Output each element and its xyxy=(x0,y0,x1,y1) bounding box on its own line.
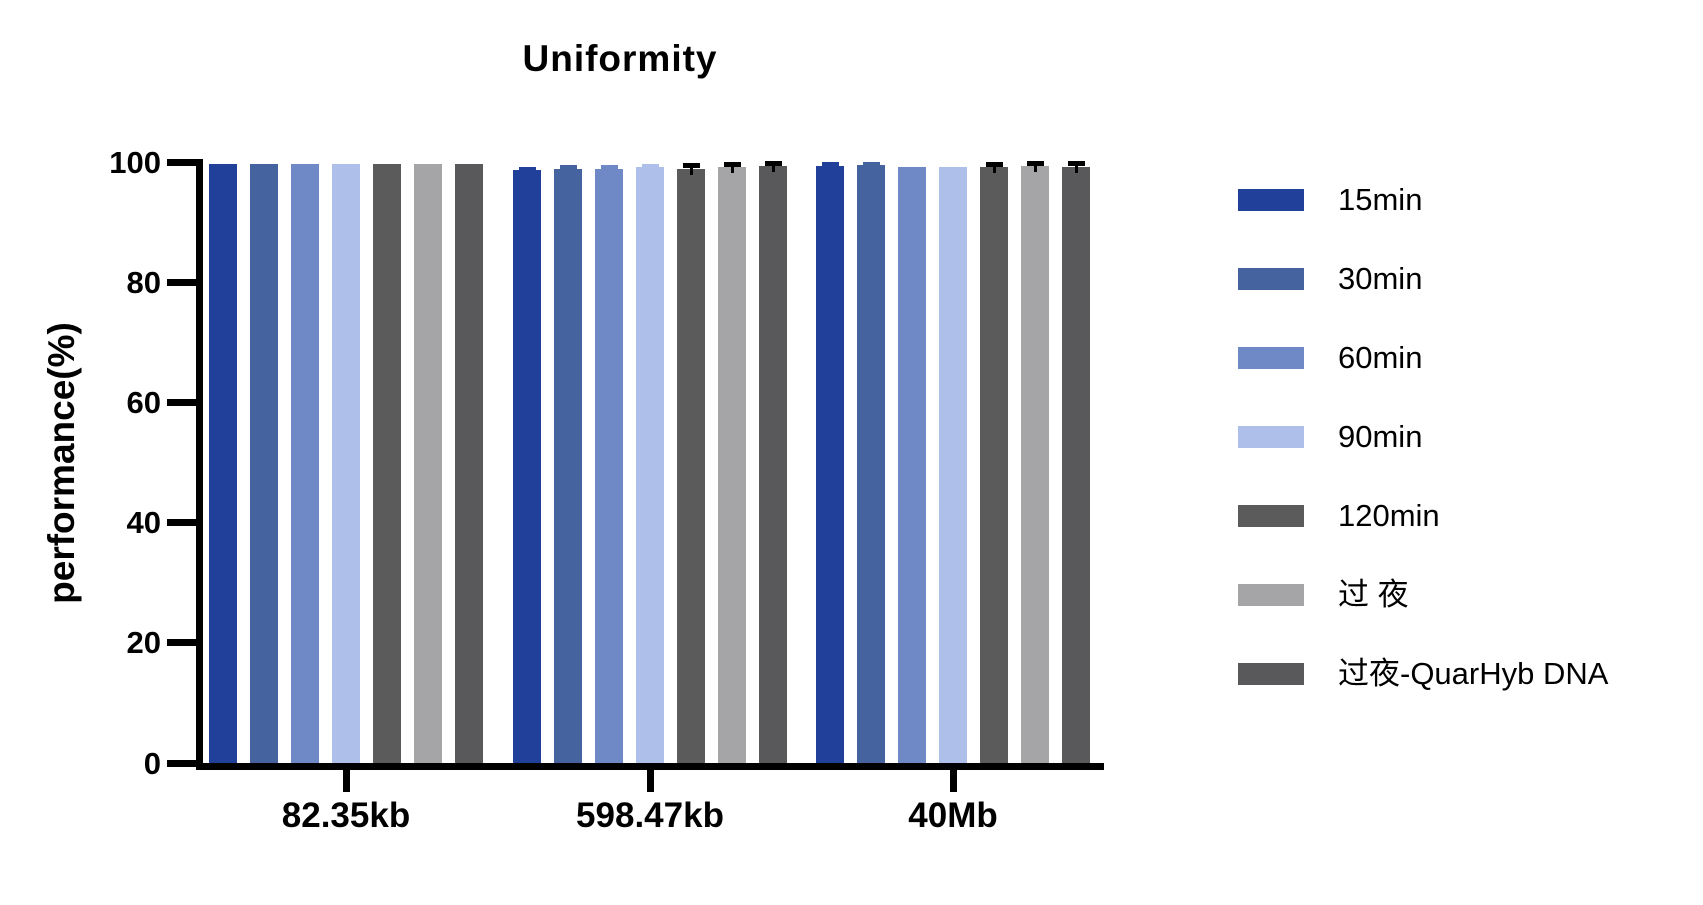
error-bar xyxy=(1033,163,1037,172)
error-bar xyxy=(607,167,611,176)
bar-82.35kb-120min xyxy=(373,163,401,763)
bar-598.47kb-过夜-QuarHyb DNA xyxy=(759,166,787,763)
error-bar-cap xyxy=(682,163,700,169)
legend-label: 过夜-QuarHyb DNA xyxy=(1338,656,1609,691)
y-tick-label: 80 xyxy=(126,264,161,300)
bar-40Mb-30min xyxy=(857,165,885,763)
x-tick-label: 40Mb xyxy=(908,796,998,835)
y-tick-mark xyxy=(167,158,203,166)
error-bar-cap xyxy=(559,164,577,170)
error-bar-cap xyxy=(862,161,880,167)
y-tick-mark xyxy=(167,398,203,406)
bar-82.35kb-90min xyxy=(332,163,360,763)
error-bar xyxy=(566,166,570,175)
bar-598.47kb-120min xyxy=(677,168,705,763)
legend-label: 90min xyxy=(1338,419,1423,454)
error-bar-cap xyxy=(723,162,741,168)
error-bar-cap xyxy=(985,161,1003,167)
legend-swatch xyxy=(1238,663,1304,685)
legend-swatch xyxy=(1238,189,1304,211)
legend-label: 15min xyxy=(1338,182,1423,217)
legend-item: 60min xyxy=(1238,340,1698,376)
bar-82.35kb-30min xyxy=(250,163,278,763)
legend-swatch xyxy=(1238,268,1304,290)
plot-area: 0 20 40 60 80 100 82.35kb 598.47kb 40Mb xyxy=(109,147,1104,835)
bar-40Mb-60min xyxy=(898,167,926,763)
bar-598.47kb-60min xyxy=(595,169,623,763)
x-tick-label: 82.35kb xyxy=(281,796,411,835)
error-bar-cap xyxy=(518,166,536,172)
error-bar xyxy=(525,168,529,177)
bar-82.35kb-过夜-QuarHyb DNA xyxy=(455,163,483,763)
error-bar-cap xyxy=(1067,161,1085,167)
bar-598.47kb-过 夜 xyxy=(718,166,746,763)
legend-item: 30min xyxy=(1238,261,1698,297)
x-tick-mark xyxy=(646,766,654,792)
error-bar xyxy=(689,165,693,175)
y-tick-mark xyxy=(167,639,203,647)
bar-40Mb-15min xyxy=(816,166,844,763)
error-bar-cap xyxy=(764,161,782,167)
legend-label: 30min xyxy=(1338,261,1423,296)
bar-40Mb-90min xyxy=(939,167,967,763)
y-tick-mark xyxy=(167,759,203,767)
chart-title: Uniformity xyxy=(522,38,718,79)
y-tick-mark xyxy=(167,278,203,286)
y-tick-label: 60 xyxy=(126,384,161,420)
error-bar-cap xyxy=(641,163,659,169)
error-bar-cap xyxy=(1026,161,1044,167)
legend: 15min 30min 60min 90min 120min 过 夜过夜-QuarHyb … xyxy=(1238,0,1698,905)
bar-40Mb-过 夜 xyxy=(1021,165,1049,763)
y-tick-label: 20 xyxy=(126,625,161,661)
legend-item: 120min xyxy=(1238,498,1698,534)
legend-swatch xyxy=(1238,505,1304,527)
error-bar xyxy=(828,164,832,173)
legend-label: 60min xyxy=(1338,340,1423,375)
legend-swatch xyxy=(1238,347,1304,369)
bar-82.35kb-15min xyxy=(209,164,237,763)
x-tick-label: 598.47kb xyxy=(576,796,724,835)
legend-label: 过 夜 xyxy=(1338,577,1409,612)
error-bar-cap xyxy=(821,162,839,168)
bar-598.47kb-90min xyxy=(636,167,664,763)
error-bar xyxy=(992,163,996,173)
y-tick-label: 40 xyxy=(126,505,161,541)
error-bar xyxy=(1074,163,1078,174)
legend-item: 过夜-QuarHyb DNA xyxy=(1238,656,1698,692)
error-bar xyxy=(771,163,775,173)
bar-82.35kb-过 夜 xyxy=(414,163,442,763)
legend-label: 120min xyxy=(1338,498,1440,533)
legend-item: 15min xyxy=(1238,182,1698,218)
legend-swatch xyxy=(1238,584,1304,606)
error-bar-cap xyxy=(600,165,618,171)
error-bar xyxy=(869,163,873,171)
bar-82.35kb-60min xyxy=(291,163,319,763)
bar-598.47kb-15min xyxy=(513,170,541,763)
legend-swatch xyxy=(1238,426,1304,448)
bar-40Mb-过夜-QuarHyb DNA xyxy=(1062,167,1090,763)
error-bar xyxy=(648,165,652,174)
x-tick-mark xyxy=(342,766,350,792)
legend-item: 过 夜 xyxy=(1238,577,1698,613)
y-tick-label: 100 xyxy=(109,144,161,180)
y-tick-label: 0 xyxy=(143,745,161,781)
x-tick-mark xyxy=(949,766,957,792)
bar-598.47kb-30min xyxy=(554,168,582,763)
bar-40Mb-120min xyxy=(980,166,1008,763)
legend-item: 90min xyxy=(1238,419,1698,455)
y-tick-mark xyxy=(167,519,203,527)
error-bar xyxy=(730,164,734,173)
